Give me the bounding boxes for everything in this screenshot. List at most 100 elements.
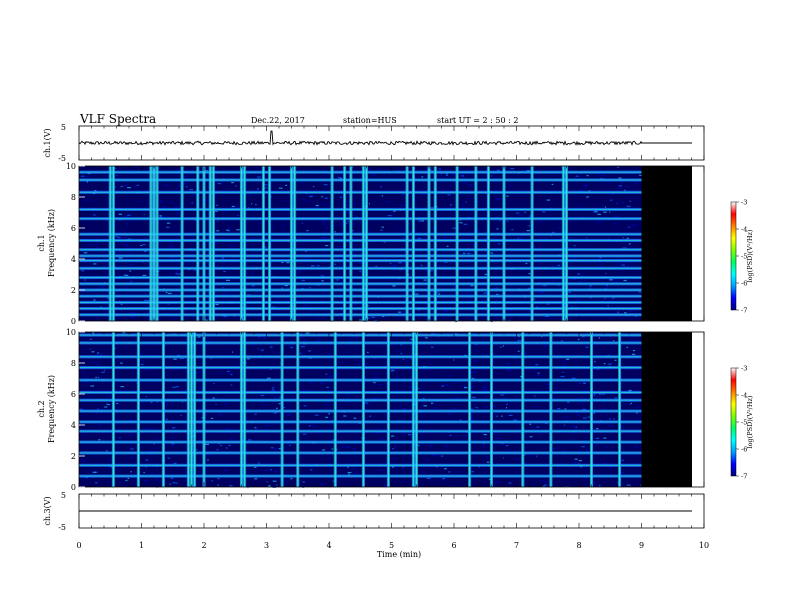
ch2-spectrogram-speckle — [365, 404, 369, 406]
ch2-spectrogram-speckle — [402, 432, 405, 434]
ch2-spectrogram-speckle — [124, 478, 127, 480]
ch2-spectrogram-speckle — [119, 482, 122, 484]
ch1-spectrogram-speckle — [587, 244, 589, 246]
ch2-spectrogram-speckle — [482, 387, 484, 389]
ch2-spectrogram-speckle — [257, 462, 260, 464]
ch2-spectrogram-speckle — [348, 460, 350, 462]
ch1-spectrogram-speckle — [459, 222, 463, 224]
ch1-spectrogram-speckle — [216, 204, 218, 206]
ch2-spectrogram-speckle — [570, 375, 572, 377]
ch2-spectrogram-ytick-label: 4 — [71, 421, 76, 430]
ch2-spectrogram-speckle — [153, 344, 155, 346]
ch1-spectrogram-speckle — [617, 263, 621, 265]
ch1-spectrogram-speckle — [129, 219, 131, 221]
ch2-spectrogram-speckle — [455, 435, 457, 437]
ch1-colorbar-gradient — [730, 201, 737, 311]
ch2-spectrogram-speckle — [260, 394, 265, 397]
ch2-spectrogram-speckle — [268, 485, 271, 487]
ch1-spectrogram-speckle — [586, 196, 589, 198]
ch2-spectrogram-right-blank — [692, 332, 704, 487]
ch2-spectrogram-speckle — [448, 413, 451, 415]
ch1-spectrogram-speckle — [360, 271, 362, 273]
ch2-spectrogram-speckle — [579, 382, 581, 384]
ch1-spectrogram-speckle — [605, 272, 607, 275]
ch2-spectrogram-speckle — [484, 383, 487, 385]
ch2-spectrogram-speckle — [411, 358, 413, 360]
ch1-spectrogram-speckle — [160, 200, 164, 202]
ch1-spectrogram-speckle — [80, 270, 85, 272]
ch2-spectrogram-speckle — [369, 402, 372, 404]
ch2-spectrogram-speckle — [375, 376, 379, 378]
ch1-spectrogram-speckle — [616, 166, 619, 168]
ch1-spectrogram-no-data-region — [641, 166, 692, 321]
ch2-spectrogram-speckle — [423, 401, 425, 403]
ch2-spectrogram-speckle — [496, 481, 500, 483]
ch1-spectrogram-speckle — [588, 190, 591, 192]
ch1-spectrogram-speckle — [403, 262, 407, 264]
ch1-spectrogram-speckle — [444, 261, 448, 263]
ch2-spectrogram-speckle — [274, 396, 276, 398]
ch2-spectrogram-speckle — [451, 332, 454, 334]
ch1-spectrogram-speckle — [213, 297, 217, 300]
ch2-spectrogram-speckle — [224, 403, 229, 405]
ch1-spectrogram-speckle — [490, 320, 493, 323]
ch2-spectrogram-speckle — [114, 347, 116, 349]
ch1-spectrogram-speckle — [322, 237, 326, 239]
ch2-spectrogram-speckle — [629, 403, 631, 405]
ch2-spectrogram-speckle — [277, 389, 280, 391]
ch1-spectrogram-speckle — [337, 176, 341, 179]
ch1-spectrogram-speckle — [88, 244, 93, 246]
ch1-spectrogram-speckle — [191, 235, 194, 237]
ch2-spectrogram-speckle — [84, 375, 86, 377]
ch1-spectrogram-speckle — [352, 166, 354, 168]
ch2-colorbar-tick-label: -7 — [741, 473, 747, 481]
ch1-spectrogram-speckle — [94, 190, 97, 192]
ch2-spectrogram-speckle — [552, 447, 556, 450]
ch1-spectrogram-speckle — [603, 211, 607, 213]
ch2-spectrogram-speckle — [579, 402, 583, 404]
ch2-spectrogram-speckle — [455, 471, 459, 473]
ch2-spectrogram-speckle — [452, 407, 456, 410]
ch1-spectrogram-speckle — [446, 245, 449, 247]
ch2-spectrogram-speckle — [304, 339, 306, 341]
ch1-spectrogram-ytick-label: 8 — [71, 193, 76, 202]
ch2-spectrogram-speckle — [122, 332, 126, 334]
ch1-spectrogram-speckle — [431, 226, 436, 229]
ch2-spectrogram-speckle — [603, 437, 607, 439]
ch1-spectrogram-speckle — [223, 315, 228, 317]
ch1-spectrogram-speckle — [256, 190, 261, 192]
ch2-spectrogram-speckle — [392, 458, 396, 460]
ch2-spectrogram-speckle — [444, 445, 449, 447]
ch3-waveform-ylabel: ch.3(V) — [43, 496, 52, 525]
ch1-spectrogram-speckle — [551, 231, 555, 233]
ch2-spectrogram-speckle — [510, 401, 513, 404]
ch2-spectrogram-speckle — [582, 336, 585, 338]
ch2-spectrogram-speckle — [330, 375, 335, 377]
ch1-spectrogram-speckle — [465, 201, 467, 203]
ch1-spectrogram-speckle — [236, 206, 240, 208]
ch2-spectrogram-speckle — [517, 350, 520, 352]
ch2-spectrogram-speckle — [347, 466, 349, 468]
ch1-spectrogram-speckle — [162, 205, 166, 208]
ch1-spectrogram-speckle — [374, 201, 376, 203]
ch2-spectrogram-speckle — [149, 450, 153, 452]
ch2-spectrogram-speckle — [610, 467, 613, 469]
ch2-spectrogram-speckle — [595, 444, 599, 446]
ch1-spectrogram-speckle — [379, 184, 382, 186]
ch1-spectrogram-speckle — [297, 271, 301, 273]
ch2-spectrogram-speckle — [523, 462, 526, 464]
ch2-spectrogram-speckle — [320, 483, 324, 485]
ch2-spectrogram-speckle — [373, 397, 377, 399]
ch2-spectrogram-speckle — [471, 471, 475, 473]
ch2-spectrogram-speckle — [593, 482, 597, 484]
ch1-spectrogram-speckle — [165, 291, 168, 294]
x-tick-label: 8 — [576, 541, 581, 550]
ch2-spectrogram-speckle — [289, 444, 291, 446]
ch2-spectrogram-speckle — [173, 358, 177, 360]
ch1-spectrogram-speckle — [274, 235, 276, 237]
ch2-spectrogram-speckle — [471, 396, 476, 398]
ch2-spectrogram-speckle — [84, 381, 87, 384]
ch2-spectrogram-speckle — [410, 338, 413, 340]
ch2-spectrogram-speckle — [94, 470, 97, 472]
ch1-spectrogram-speckle — [96, 246, 98, 248]
